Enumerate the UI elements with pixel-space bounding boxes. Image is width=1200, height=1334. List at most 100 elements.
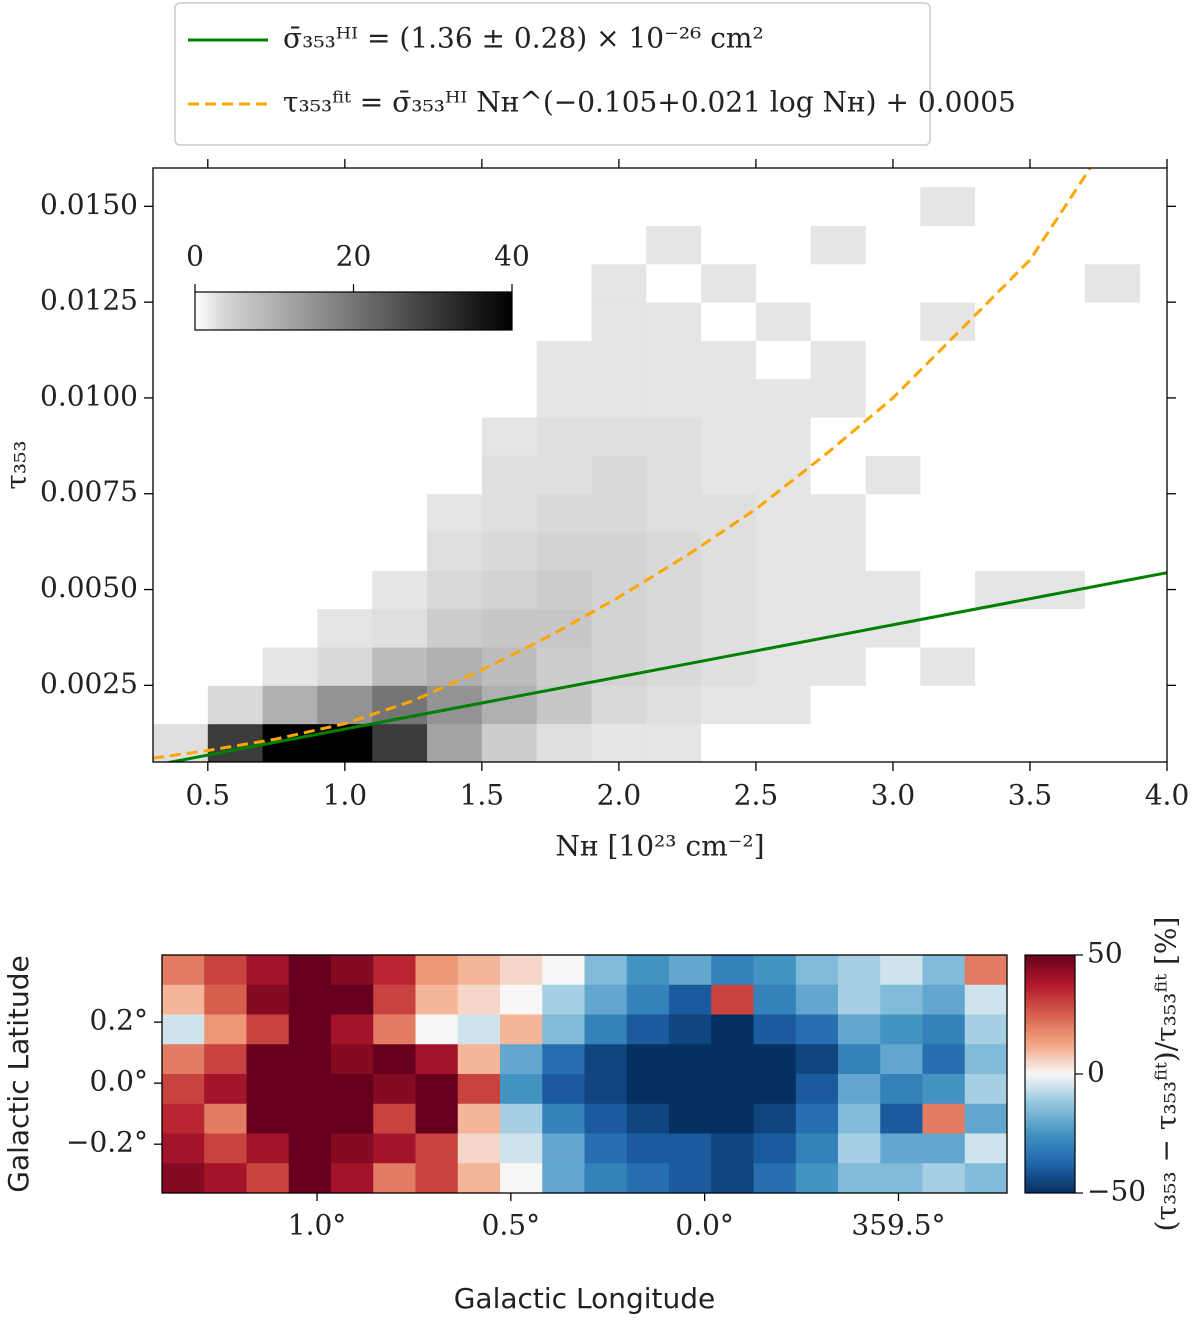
map-cell <box>838 1103 881 1134</box>
histogram-cell <box>1029 263 1086 303</box>
map-cell <box>246 1044 290 1075</box>
histogram-cell <box>701 685 757 725</box>
histogram-cell <box>646 417 702 456</box>
map-cell <box>331 955 374 986</box>
histogram-cell <box>262 378 318 418</box>
histogram-cell <box>262 187 318 226</box>
y-tick-label: 0.0025 <box>40 667 138 700</box>
histogram-cell <box>536 647 592 686</box>
histogram-cell <box>536 225 592 265</box>
map-cell <box>880 1074 923 1105</box>
map-cell <box>500 1074 543 1105</box>
histogram-cell <box>1084 685 1141 725</box>
histogram-cell <box>207 685 264 725</box>
histogram-cell <box>755 225 812 265</box>
map-cell <box>711 1133 754 1164</box>
histogram-cell <box>317 570 373 610</box>
map-cell <box>204 1074 247 1105</box>
histogram-cell <box>975 302 1031 341</box>
y-tick-label: 0.0° <box>89 1065 148 1098</box>
map-cell <box>626 1103 670 1134</box>
histogram-cell <box>207 187 264 226</box>
map-cell <box>246 1103 290 1134</box>
x-tick-label: 1.5 <box>460 779 505 812</box>
colorbar <box>1024 954 1076 1194</box>
histogram-cell <box>536 532 592 571</box>
x-tick-label: 2.0 <box>597 779 642 812</box>
histogram-cell <box>153 340 209 380</box>
legend-label: σ̄₃₅₃ᴴᴵ = (1.36 ± 0.28) × 10⁻²⁶ cm² <box>283 22 764 55</box>
map-cell <box>584 1044 628 1075</box>
map-cell <box>500 1103 543 1134</box>
histogram-cell <box>810 570 867 610</box>
map-cell <box>331 1074 374 1105</box>
histogram-cell <box>372 532 428 571</box>
map-cell <box>711 1074 754 1105</box>
y-tick-label: 0.0075 <box>40 475 138 508</box>
histogram-cell <box>920 417 976 456</box>
histogram-cell <box>1029 493 1086 533</box>
histogram-cell <box>810 417 867 456</box>
map-cell <box>669 1103 712 1134</box>
map-cell <box>669 1074 712 1105</box>
colorbar-tick-label: −50 <box>1087 1175 1146 1208</box>
histogram-cell <box>372 417 428 456</box>
x-tick-label: 0.0° <box>675 1209 734 1242</box>
map-cell <box>415 1044 459 1075</box>
map-cell <box>795 1074 839 1105</box>
histogram-cell <box>1029 378 1086 418</box>
histogram-cell <box>810 723 867 762</box>
map-cell <box>584 1163 628 1194</box>
histogram-cell <box>591 302 647 341</box>
map-cell <box>373 1074 416 1105</box>
histogram-cell <box>865 647 921 686</box>
histogram-cell <box>920 570 976 610</box>
map-cell <box>457 1014 501 1045</box>
map-cell <box>795 1133 839 1164</box>
histogram-cell <box>317 647 373 686</box>
histogram-cell <box>755 647 812 686</box>
map-cell <box>753 1014 797 1045</box>
histogram-cell <box>1029 685 1086 725</box>
histogram-cell <box>372 647 428 686</box>
histogram-cell <box>207 417 264 456</box>
histogram-cell <box>1084 723 1141 762</box>
histogram-cell <box>920 723 976 762</box>
histogram-cell <box>1084 647 1141 686</box>
histogram-cell <box>372 723 428 762</box>
map-cell <box>626 1133 670 1164</box>
histogram-cell <box>262 225 318 265</box>
histogram-cell <box>317 455 373 495</box>
histogram-cell <box>810 187 867 226</box>
histogram-cell <box>865 493 921 533</box>
histogram-cell <box>481 493 538 533</box>
map-cell <box>457 1163 501 1194</box>
histogram-cell <box>755 493 812 533</box>
histogram-cell <box>920 493 976 533</box>
histogram-cell <box>865 455 921 495</box>
histogram-cell <box>920 647 976 686</box>
histogram-cell <box>865 225 921 265</box>
histogram-cell <box>262 455 318 495</box>
map-cell <box>964 1044 1008 1075</box>
x-axis-label: Nʜ [10²³ cm⁻²] <box>555 830 764 863</box>
map-cell <box>500 1014 543 1045</box>
histogram-cell <box>920 302 976 341</box>
x-tick-label: 1.0° <box>288 1209 347 1242</box>
histogram-cell <box>481 378 538 418</box>
map-cell <box>331 1014 374 1045</box>
colorbar-tick-label: 20 <box>336 240 372 273</box>
map-cell <box>373 955 416 986</box>
map-cell <box>246 955 290 986</box>
map-cell <box>415 1133 459 1164</box>
y-tick-label: 0.0150 <box>40 188 138 221</box>
histogram-cell <box>427 378 483 418</box>
histogram-cell <box>591 187 647 226</box>
histogram-cell <box>975 263 1031 303</box>
map-cell <box>542 1044 585 1075</box>
histogram-cell <box>755 570 812 610</box>
colorbar-tick-label: 0 <box>186 240 204 273</box>
histogram-cell <box>481 570 538 610</box>
fit-line <box>163 571 1167 762</box>
map-cell <box>711 1103 754 1134</box>
